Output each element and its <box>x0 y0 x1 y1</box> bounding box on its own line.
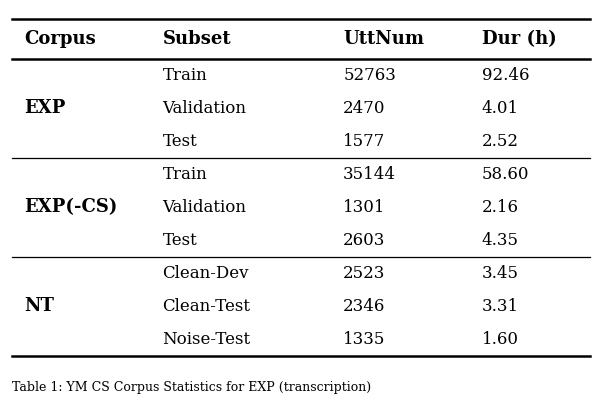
Text: 1577: 1577 <box>343 133 385 150</box>
Text: 52763: 52763 <box>343 66 396 84</box>
Text: Validation: Validation <box>163 99 247 117</box>
Text: UttNum: UttNum <box>343 30 424 48</box>
Text: 4.35: 4.35 <box>482 232 518 249</box>
Text: 2470: 2470 <box>343 99 386 117</box>
Text: 1.60: 1.60 <box>482 331 518 348</box>
Text: Test: Test <box>163 232 197 249</box>
Text: 2.52: 2.52 <box>482 133 518 150</box>
Text: Subset: Subset <box>163 30 231 48</box>
Text: Corpus: Corpus <box>24 30 96 48</box>
Text: Test: Test <box>163 133 197 150</box>
Text: 1335: 1335 <box>343 331 385 348</box>
Text: 3.45: 3.45 <box>482 265 518 282</box>
Text: 1301: 1301 <box>343 199 386 216</box>
Text: 2346: 2346 <box>343 298 385 315</box>
Text: 92.46: 92.46 <box>482 66 529 84</box>
Text: NT: NT <box>24 297 54 315</box>
Text: Validation: Validation <box>163 199 247 216</box>
Text: 35144: 35144 <box>343 166 396 183</box>
Text: Clean-Test: Clean-Test <box>163 298 250 315</box>
Text: Clean-Dev: Clean-Dev <box>163 265 249 282</box>
Text: EXP(-CS): EXP(-CS) <box>24 198 117 216</box>
Text: Noise-Test: Noise-Test <box>163 331 250 348</box>
Text: Train: Train <box>163 166 207 183</box>
Text: 2523: 2523 <box>343 265 385 282</box>
Text: EXP: EXP <box>24 99 66 117</box>
Text: Table 1: YM CS Corpus Statistics for EXP (transcription): Table 1: YM CS Corpus Statistics for EXP… <box>12 381 371 394</box>
Text: 4.01: 4.01 <box>482 99 519 117</box>
Text: 2.16: 2.16 <box>482 199 518 216</box>
Text: 58.60: 58.60 <box>482 166 529 183</box>
Text: Train: Train <box>163 66 207 84</box>
Text: 2603: 2603 <box>343 232 385 249</box>
Text: Dur (h): Dur (h) <box>482 30 556 48</box>
Text: 3.31: 3.31 <box>482 298 519 315</box>
